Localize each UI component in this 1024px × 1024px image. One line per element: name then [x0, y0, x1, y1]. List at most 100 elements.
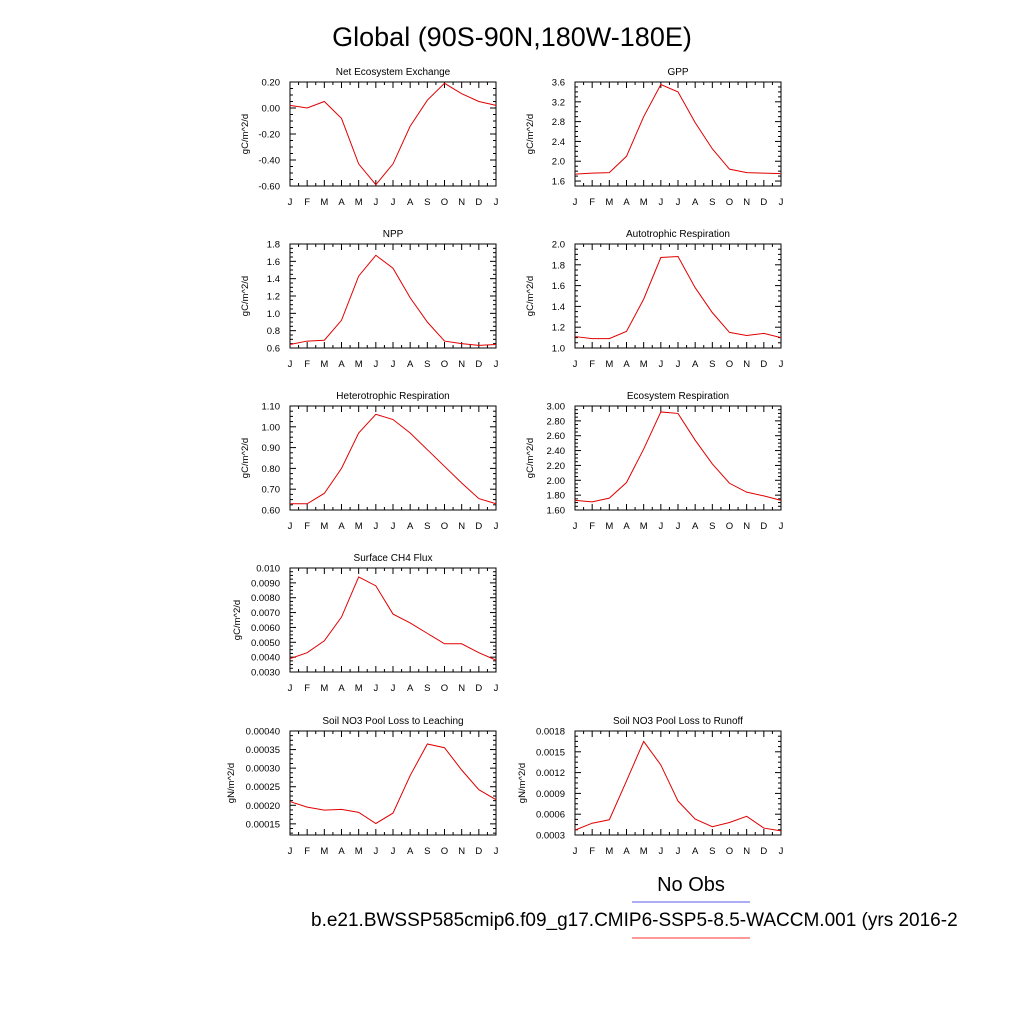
x-tick-label: J [676, 197, 681, 208]
y-tick-label: 0.90 [262, 443, 281, 454]
y-tick-label: 1.10 [262, 402, 281, 413]
y-tick-label: 0.0030 [251, 668, 280, 679]
y-axis-label: gN/m^2/d [517, 763, 528, 803]
x-tick-label: J [676, 846, 681, 857]
x-tick-label: D [760, 197, 767, 208]
y-tick-label: 0.20 [262, 78, 281, 89]
x-tick-label: J [573, 197, 578, 208]
x-tick-label: A [692, 359, 699, 370]
series-line [289, 82, 497, 186]
y-tick-label: 1.6 [552, 177, 565, 188]
y-tick-label: 0.6 [267, 344, 280, 355]
y-tick-label: 0.8 [267, 326, 280, 337]
y-tick-label: 0.0003 [536, 831, 565, 842]
y-tick-label: 1.00 [262, 422, 281, 433]
x-tick-label: M [355, 683, 363, 694]
y-tick-label: 2.8 [552, 117, 565, 128]
y-tick-label: 0.0015 [536, 747, 565, 758]
x-tick-label: M [605, 846, 613, 857]
panel-title: Heterotrophic Respiration [336, 391, 449, 402]
y-tick-label: 1.6 [552, 281, 565, 292]
panel-title: Surface CH4 Flux [354, 553, 433, 564]
y-tick-label: 1.8 [552, 260, 565, 271]
x-tick-label: M [320, 197, 328, 208]
x-tick-label: A [407, 359, 414, 370]
x-tick-label: A [692, 846, 699, 857]
x-tick-label: J [494, 846, 499, 857]
plot-frame [574, 243, 782, 349]
x-tick-label: O [441, 683, 448, 694]
y-tick-label: 0.010 [256, 564, 280, 575]
x-tick-label: D [475, 359, 482, 370]
x-tick-label: J [391, 521, 396, 532]
series-line [574, 411, 782, 503]
x-tick-label: J [391, 683, 396, 694]
series-line [574, 740, 782, 832]
y-tick-label: 1.80 [547, 491, 566, 502]
y-tick-label: 0.0060 [251, 623, 280, 634]
x-tick-label: D [475, 683, 482, 694]
x-tick-label: J [373, 846, 378, 857]
y-tick-label: 1.4 [552, 302, 565, 313]
y-axis-label: gC/m^2/d [240, 438, 251, 478]
y-tick-label: -0.60 [258, 182, 280, 193]
x-tick-label: J [494, 197, 499, 208]
y-tick-label: 0.0006 [536, 810, 565, 821]
x-tick-label: J [658, 359, 663, 370]
x-tick-label: F [304, 197, 310, 208]
y-axis-label: gC/m^2/d [525, 438, 536, 478]
x-tick-label: M [640, 197, 648, 208]
x-tick-label: O [726, 521, 733, 532]
x-tick-label: J [391, 359, 396, 370]
y-axis-label: gC/m^2/d [525, 276, 536, 316]
x-tick-label: F [304, 683, 310, 694]
x-tick-label: J [494, 359, 499, 370]
y-tick-label: 1.2 [552, 323, 565, 334]
x-tick-label: A [407, 683, 414, 694]
legend-obs-label: No Obs [657, 874, 725, 896]
x-tick-label: S [424, 197, 430, 208]
x-tick-label: S [424, 846, 430, 857]
y-tick-label: 0.00040 [246, 727, 280, 738]
y-tick-label: 0.00025 [246, 782, 280, 793]
panel-title: Soil NO3 Pool Loss to Runoff [613, 716, 743, 727]
x-tick-label: M [355, 197, 363, 208]
x-tick-label: N [743, 197, 750, 208]
x-tick-label: A [623, 521, 630, 532]
x-tick-label: N [743, 359, 750, 370]
panel-title: Ecosystem Respiration [627, 391, 729, 402]
x-tick-label: A [692, 521, 699, 532]
x-tick-label: F [304, 521, 310, 532]
x-tick-label: A [623, 197, 630, 208]
x-tick-label: S [424, 521, 430, 532]
x-tick-label: A [338, 846, 345, 857]
x-tick-label: J [573, 359, 578, 370]
x-tick-label: D [475, 846, 482, 857]
y-tick-label: 0.70 [262, 485, 281, 496]
y-tick-label: -0.40 [258, 156, 280, 167]
y-tick-label: 0.00015 [246, 819, 280, 830]
x-tick-label: J [494, 521, 499, 532]
plot-frame [574, 730, 782, 836]
x-tick-label: S [709, 521, 715, 532]
model-case-label: b.e21.BWSSP585cmip6.f09_g17.CMIP6-SSP5-8… [311, 910, 958, 931]
x-tick-label: J [573, 521, 578, 532]
x-tick-label: O [441, 846, 448, 857]
x-tick-label: M [355, 359, 363, 370]
series-line [289, 743, 497, 825]
plot-frame [289, 405, 497, 511]
y-axis-label: gN/m^2/d [226, 763, 237, 803]
y-tick-label: 0.0090 [251, 578, 280, 589]
x-tick-label: M [320, 846, 328, 857]
x-tick-label: M [605, 521, 613, 532]
y-tick-label: 2.20 [547, 461, 566, 472]
series-line [574, 83, 782, 175]
x-tick-label: J [676, 521, 681, 532]
y-tick-label: 0.0009 [536, 789, 565, 800]
x-tick-label: M [355, 521, 363, 532]
y-tick-label: 0.0070 [251, 608, 280, 619]
x-tick-label: S [709, 846, 715, 857]
